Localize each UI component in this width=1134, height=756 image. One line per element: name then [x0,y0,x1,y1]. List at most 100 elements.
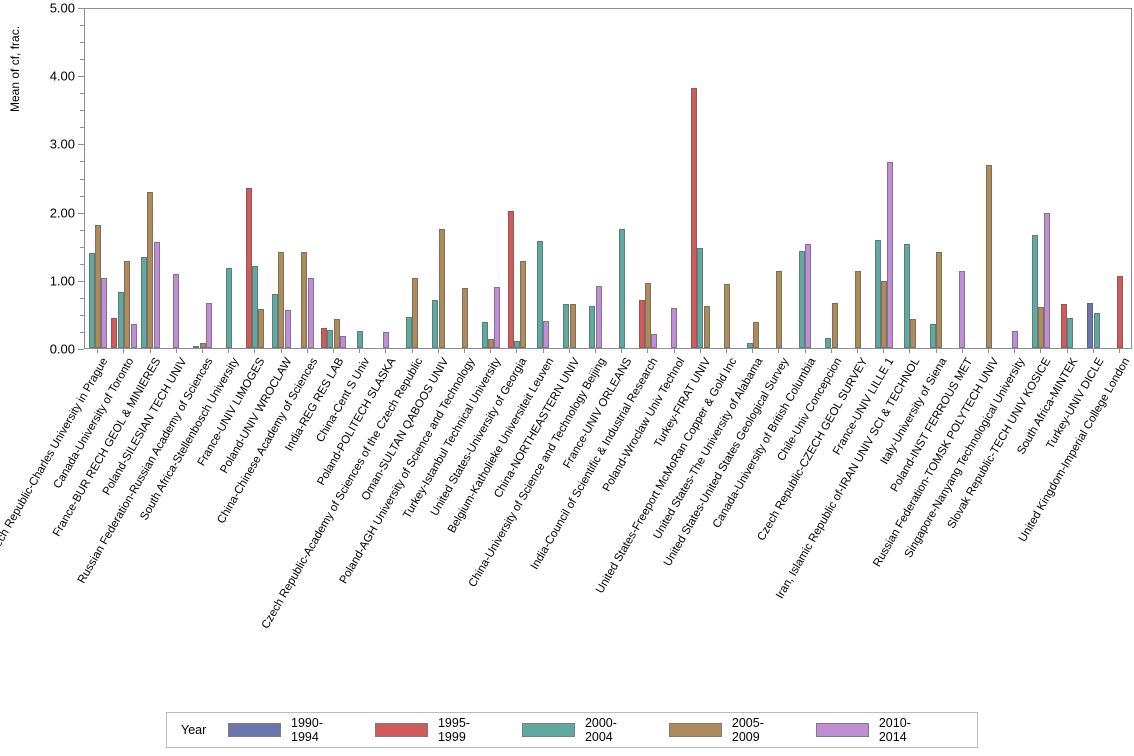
bar[interactable] [340,336,347,348]
bar[interactable] [117,292,124,348]
bar[interactable] [278,251,285,348]
bar-group [1081,9,1107,348]
bar[interactable] [831,303,838,348]
bar[interactable] [1031,235,1038,348]
bar[interactable] [307,278,314,348]
bar-group [399,9,425,348]
bar-group [792,9,818,348]
bar[interactable] [1093,312,1100,348]
bar[interactable] [507,210,514,348]
bar[interactable] [880,281,887,348]
bar[interactable] [321,327,328,348]
bar[interactable] [595,285,602,348]
bar[interactable] [874,239,881,348]
bar[interactable] [438,229,445,348]
bar[interactable] [111,318,118,348]
bar[interactable] [147,191,154,348]
bar[interactable] [153,242,160,348]
bar[interactable] [753,322,760,348]
bar[interactable] [537,240,544,348]
bar-group [164,9,190,348]
bar[interactable] [776,270,783,348]
bar[interactable] [432,299,439,348]
bar[interactable] [854,270,861,348]
legend-item[interactable]: 1995-1999 [375,716,492,744]
bar[interactable] [258,309,265,348]
bar[interactable] [936,251,943,348]
x-tick-mark [830,349,832,353]
bar[interactable] [645,282,652,348]
bar[interactable] [406,316,413,348]
bar[interactable] [703,306,710,348]
bar[interactable] [1061,303,1068,348]
bar[interactable] [271,294,278,348]
legend-item[interactable]: 2005-2009 [669,716,786,744]
bar[interactable] [930,324,937,348]
bar[interactable] [691,88,698,348]
bar[interactable] [723,283,730,348]
bar[interactable] [101,278,108,348]
bar[interactable] [671,307,678,348]
bar-group [845,9,871,348]
bar-group [714,9,740,348]
bar[interactable] [697,248,704,348]
bar[interactable] [638,299,645,348]
bar[interactable] [1067,318,1074,348]
bar[interactable] [514,340,521,348]
bar[interactable] [1116,276,1123,348]
legend-item[interactable]: 2010-2014 [816,716,933,744]
bar[interactable] [94,225,101,348]
legend-item[interactable]: 1990-1994 [228,716,345,744]
bar[interactable] [356,330,363,348]
x-tick-mark [673,349,675,353]
bar[interactable] [284,309,291,348]
bar-group [871,9,897,348]
bar[interactable] [412,278,419,348]
bar[interactable] [245,187,252,348]
bar[interactable] [333,318,340,348]
bar[interactable] [563,303,570,348]
bar[interactable] [543,320,550,348]
bar[interactable] [383,331,390,348]
y-tick-mark-minor [80,59,84,61]
bar[interactable] [959,270,966,348]
bar[interactable] [1038,307,1045,348]
bar[interactable] [805,244,812,348]
bar[interactable] [173,274,180,348]
bar[interactable] [618,229,625,348]
bar[interactable] [985,165,992,348]
bar[interactable] [520,261,527,348]
bar[interactable] [206,303,213,348]
bar[interactable] [1087,303,1094,348]
bar[interactable] [124,260,131,348]
bar[interactable] [746,343,753,348]
bar[interactable] [130,324,137,348]
bar[interactable] [88,253,95,348]
bar[interactable] [199,343,206,348]
bar[interactable] [193,345,200,348]
bar[interactable] [910,319,917,348]
bar[interactable] [494,286,501,348]
x-tick-mark [935,349,937,353]
bar[interactable] [487,339,494,348]
bar[interactable] [225,267,232,348]
y-tick-mark-minor [80,331,84,333]
bar[interactable] [903,244,910,348]
bar[interactable] [327,330,334,348]
bar[interactable] [569,303,576,348]
bar[interactable] [1011,330,1018,348]
bar-group [740,9,766,348]
legend-item[interactable]: 2000-2004 [522,716,639,744]
bar[interactable] [461,287,468,348]
bar[interactable] [140,256,147,348]
bar[interactable] [301,251,308,348]
bar[interactable] [1044,212,1051,348]
bar[interactable] [589,305,596,348]
bar[interactable] [252,266,259,348]
bar[interactable] [651,334,658,348]
bar[interactable] [825,338,832,348]
bar[interactable] [887,161,894,348]
bar[interactable] [799,251,806,348]
bar[interactable] [481,322,488,348]
y-tick-mark-minor [80,246,84,248]
